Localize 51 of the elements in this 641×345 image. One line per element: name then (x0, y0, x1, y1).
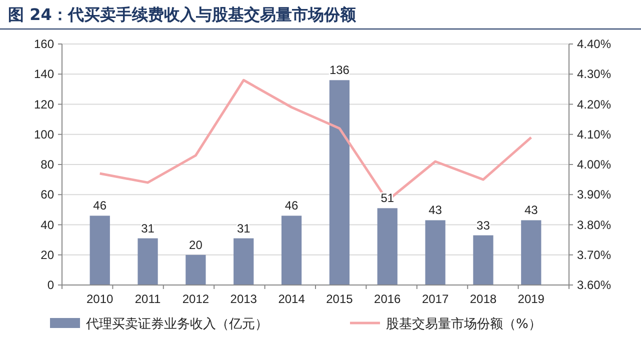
legend-label: 代理买卖证券业务收入（亿元） (85, 317, 268, 332)
y-tick-label: 160 (34, 37, 54, 51)
bar (186, 254, 206, 285)
bar (521, 220, 542, 285)
y-tick-label: 100 (34, 127, 54, 142)
y2-tick-label: 3.80% (577, 218, 612, 232)
x-tick-label: 2019 (518, 292, 545, 306)
bar (329, 80, 350, 285)
bar (281, 216, 302, 285)
bar (377, 208, 398, 285)
x-tick-label: 2011 (134, 292, 161, 306)
data-label: 46 (93, 198, 107, 213)
bar (138, 238, 158, 285)
y2-tick-label: 4.00% (577, 158, 612, 172)
data-label: 33 (476, 218, 490, 232)
y2-tick-label: 4.30% (577, 67, 612, 82)
y2-tick-label: 3.60% (577, 278, 612, 292)
y2-tick-label: 4.10% (577, 127, 612, 142)
data-label: 43 (524, 203, 538, 218)
y2-tick-label: 4.20% (577, 97, 612, 112)
data-label: 46 (284, 198, 299, 213)
legend-label: 股基交易量市场份额（%） (386, 316, 542, 332)
y-tick-label: 140 (34, 67, 54, 82)
x-tick-label: 2017 (422, 292, 449, 306)
bar (473, 235, 494, 285)
y-tick-label: 60 (40, 188, 54, 202)
x-tick-label: 2016 (374, 292, 402, 306)
bar (425, 220, 446, 285)
x-tick-label: 2010 (86, 292, 114, 306)
x-tick-label: 2014 (278, 292, 306, 306)
data-label: 31 (141, 221, 155, 236)
bar (90, 216, 110, 285)
y-tick-label: 120 (34, 97, 54, 112)
chart-title: 图 24：代买卖手续费收入与股基交易量市场份额 (8, 5, 357, 24)
data-label: 31 (236, 221, 251, 236)
y2-tick-label: 3.90% (577, 188, 612, 202)
x-tick-label: 2018 (470, 292, 497, 306)
y-tick-label: 20 (40, 248, 54, 262)
x-tick-label: 2015 (326, 292, 354, 306)
data-label: 51 (380, 191, 394, 206)
data-label: 136 (329, 63, 350, 78)
data-label: 20 (189, 238, 203, 252)
x-tick-label: 2013 (230, 292, 258, 306)
y-tick-label: 0 (47, 278, 54, 292)
y-tick-label: 40 (40, 218, 54, 232)
data-label: 43 (428, 203, 442, 218)
x-tick-label: 2012 (182, 292, 210, 306)
y2-tick-label: 4.40% (577, 37, 612, 51)
bar (234, 238, 254, 285)
y-tick-label: 80 (40, 158, 54, 172)
y2-tick-label: 3.70% (577, 248, 612, 262)
